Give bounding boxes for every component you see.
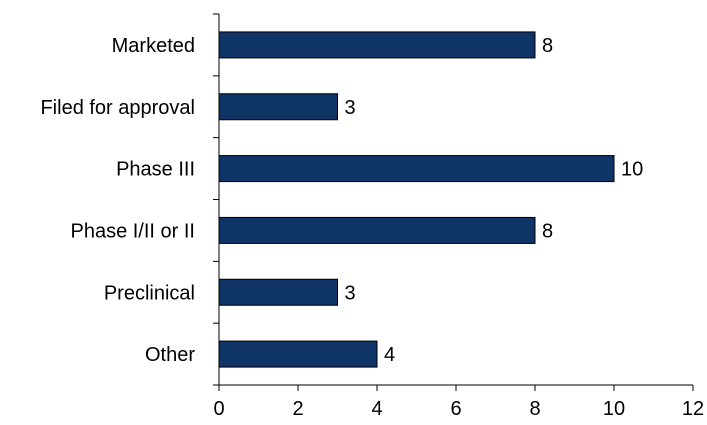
x-tick-label: 10 [603, 398, 625, 420]
category-label: Preclinical [104, 282, 195, 304]
category-label: Marketed [112, 35, 195, 57]
category-label: Phase I/II or II [70, 220, 195, 242]
category-label: Filed for approval [40, 97, 195, 119]
plot-area: 0 2 4 6 8 10 12 Marketed 8 Filed for approval 3 Pha… [40, 13, 704, 420]
bar-0 [218, 31, 536, 59]
x-tick-label: 6 [450, 398, 461, 420]
bar-3 [218, 216, 536, 244]
category-label: Phase III [116, 159, 195, 181]
bar-5 [218, 340, 378, 368]
bar-2 [218, 155, 615, 183]
x-tick-label: 12 [682, 398, 704, 420]
data-label: 8 [542, 220, 553, 242]
bar-4 [218, 278, 338, 306]
x-tick-label: 8 [529, 398, 540, 420]
data-label: 10 [621, 159, 643, 181]
x-tick-label: 0 [213, 398, 224, 420]
data-label: 3 [345, 282, 356, 304]
category-label: Other [145, 344, 195, 366]
data-label: 8 [542, 35, 553, 57]
data-label: 3 [345, 97, 356, 119]
x-tick-label: 4 [371, 398, 382, 420]
bar-1 [218, 93, 338, 121]
x-tick-label: 2 [292, 398, 303, 420]
data-label: 4 [384, 344, 395, 366]
